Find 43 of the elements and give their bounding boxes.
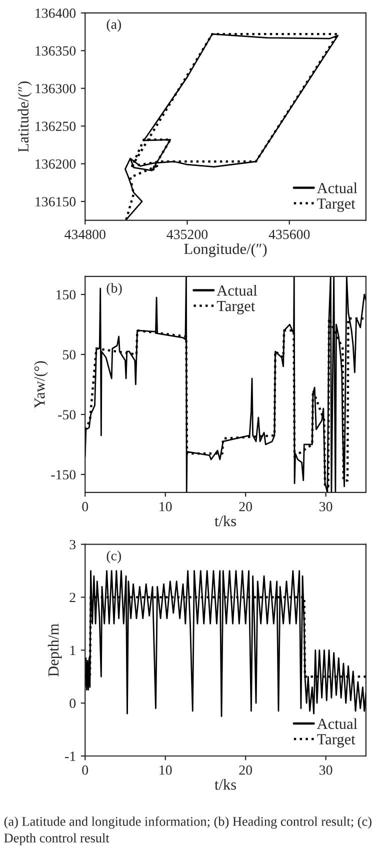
- annotation: (b): [106, 282, 122, 296]
- x-tick-label: 10: [160, 765, 172, 775]
- x-tick-label: 30: [320, 765, 332, 775]
- x-tick-label: 10: [160, 502, 172, 512]
- annotation: (a): [106, 19, 121, 32]
- y-tick-label: -150: [51, 470, 76, 480]
- y-tick-label: 136400: [36, 8, 76, 18]
- legend-label: Target: [317, 198, 356, 212]
- x-tick-label: 435200: [166, 230, 208, 240]
- x-tick-label: 30: [320, 502, 332, 512]
- y-tick-label: 136250: [36, 122, 76, 132]
- x-tick-label: 0: [82, 765, 88, 775]
- text: (a) Latitude and longitude information; (b) Heading control result; (c) Depth control result: [4, 816, 372, 846]
- y-tick-label: 136200: [36, 159, 76, 169]
- y-tick-label: 150: [56, 290, 76, 300]
- legend-label: Target: [317, 734, 356, 748]
- x-tick-label: 20: [239, 502, 252, 512]
- legend-label: Target: [216, 301, 256, 314]
- y-tick-label: -1: [65, 752, 76, 761]
- y-tick-label: 2: [70, 592, 76, 602]
- legend-label: Actual: [316, 182, 358, 194]
- x-tick-label: 434800: [64, 230, 106, 240]
- y-tick-label: 1: [70, 646, 76, 655]
- x-tick-label: 435600: [268, 230, 310, 240]
- x-tick-label: 0: [82, 502, 88, 512]
- x-tick-label: 20: [239, 765, 252, 775]
- y-tick-label: 50: [63, 350, 76, 360]
- x-axis-title: t/ks: [214, 779, 236, 790]
- y-axis-title: Latitude/(″): [18, 81, 32, 152]
- y-tick-label: 0: [70, 698, 76, 708]
- legend-label: Actual: [216, 284, 258, 296]
- annotation: (c): [106, 550, 121, 564]
- y-tick-label: -50: [58, 410, 76, 420]
- legend-label: Actual: [316, 718, 358, 729]
- x-axis-title: Longitude/(″): [184, 243, 267, 258]
- x-axis-title: t/ks: [214, 515, 236, 526]
- y-axis-title: Yaw/(°): [34, 361, 48, 408]
- line-series: [85, 570, 366, 718]
- y-tick-label: 136300: [36, 84, 76, 94]
- y-tick-label: 136350: [36, 46, 76, 56]
- y-tick-label: 3: [70, 540, 76, 550]
- y-axis-title: Depth/m: [48, 624, 62, 676]
- y-tick-label: 136150: [36, 197, 76, 206]
